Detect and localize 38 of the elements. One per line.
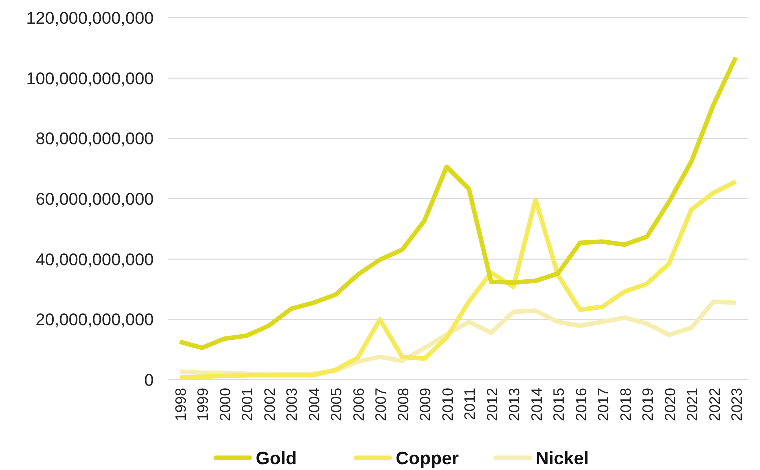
x-tick-label: 2007	[373, 388, 390, 422]
x-tick-label: 2016	[573, 388, 590, 422]
x-tick-label: 2010	[440, 388, 457, 422]
legend-label: Copper	[396, 448, 459, 468]
x-tick-label: 2023	[729, 388, 746, 422]
y-tick-label: 100,000,000,000	[26, 69, 154, 88]
line-series	[178, 180, 738, 380]
x-tick-label: 2022	[706, 388, 724, 422]
x-tick-label: 2000	[217, 388, 234, 422]
x-tick-label: 2020	[662, 388, 680, 422]
x-tick-label: 2019	[640, 388, 658, 422]
x-tick-label: 2015	[551, 388, 568, 422]
x-tick-label: 2009	[418, 388, 435, 422]
x-tick-label: 2011	[462, 388, 480, 420]
y-tick-label: 40,000,000,000	[36, 250, 154, 270]
x-tick-label: 2004	[306, 388, 324, 422]
legend-label: Gold	[256, 448, 297, 468]
x-tick-label: 1999	[195, 388, 212, 422]
y-tick-label: 20,000,000,000	[36, 310, 154, 330]
x-tick-label: 2002	[262, 388, 279, 422]
x-tick-label: 2013	[506, 388, 524, 422]
x-tick-label: 2012	[484, 388, 502, 422]
x-tick-label: 2005	[328, 388, 346, 422]
line-series	[178, 56, 738, 350]
y-tick-label: 60,000,000,000	[36, 190, 154, 209]
x-tick-label: 2003	[284, 388, 302, 422]
x-tick-label: 2021	[684, 388, 702, 422]
x-tick-label: 2006	[350, 388, 368, 422]
x-tick-label: 2017	[596, 388, 613, 422]
x-tick-label: 2018	[618, 388, 635, 422]
x-tick-label: 2014	[528, 388, 546, 422]
x-tick-label: 2008	[395, 388, 412, 422]
y-tick-label: 80,000,000,000	[36, 130, 154, 149]
x-tick-label: 1998	[173, 388, 190, 422]
y-tick-label: 0	[144, 370, 154, 390]
legend-label: Nickel	[536, 448, 590, 468]
y-tick-label: 120,000,000,000	[26, 8, 154, 28]
x-tick-label: 2001	[240, 388, 257, 422]
